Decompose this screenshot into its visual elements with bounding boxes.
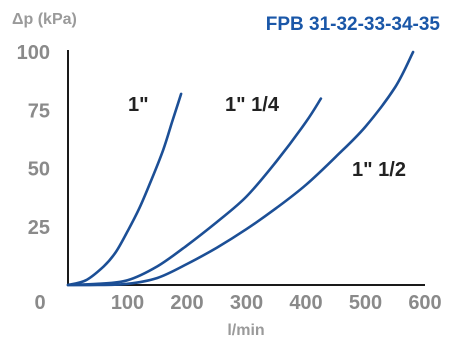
y-tick-label: 25 — [28, 217, 50, 239]
series-line-1-1-4-inch — [66, 97, 323, 287]
series-label-1-1-2-inch: 1" 1/2 — [352, 159, 406, 181]
x-tick-label: 0 — [34, 292, 45, 314]
y-tick-label: 50 — [28, 159, 50, 181]
x-tick-label: 500 — [349, 292, 382, 314]
x-tick-label: 100 — [111, 292, 144, 314]
y-axis-label: Δp (kPa) — [12, 11, 77, 28]
x-axis-label: l/min — [227, 322, 264, 339]
series-lines — [66, 50, 415, 287]
x-tick-label: 600 — [408, 292, 441, 314]
y-tick-label: 75 — [28, 100, 50, 122]
series-line-1-1-2-inch — [66, 50, 415, 287]
x-tick-label: 300 — [230, 292, 263, 314]
series-label-1-1-4-inch: 1" 1/4 — [225, 94, 280, 116]
tick-labels: 0 100 200 300 400 500 600 25 50 75 100 — [17, 42, 442, 314]
series-line-1-inch — [66, 92, 183, 287]
x-tick-label: 200 — [170, 292, 203, 314]
y-tick-label: 100 — [17, 42, 50, 64]
chart-title: FPB 31-32-33-34-35 — [266, 14, 441, 35]
series-label-1-inch: 1" — [128, 94, 149, 116]
series-labels: 1" 1" 1/4 1" 1/2 — [128, 94, 406, 181]
x-tick-label: 400 — [289, 292, 322, 314]
